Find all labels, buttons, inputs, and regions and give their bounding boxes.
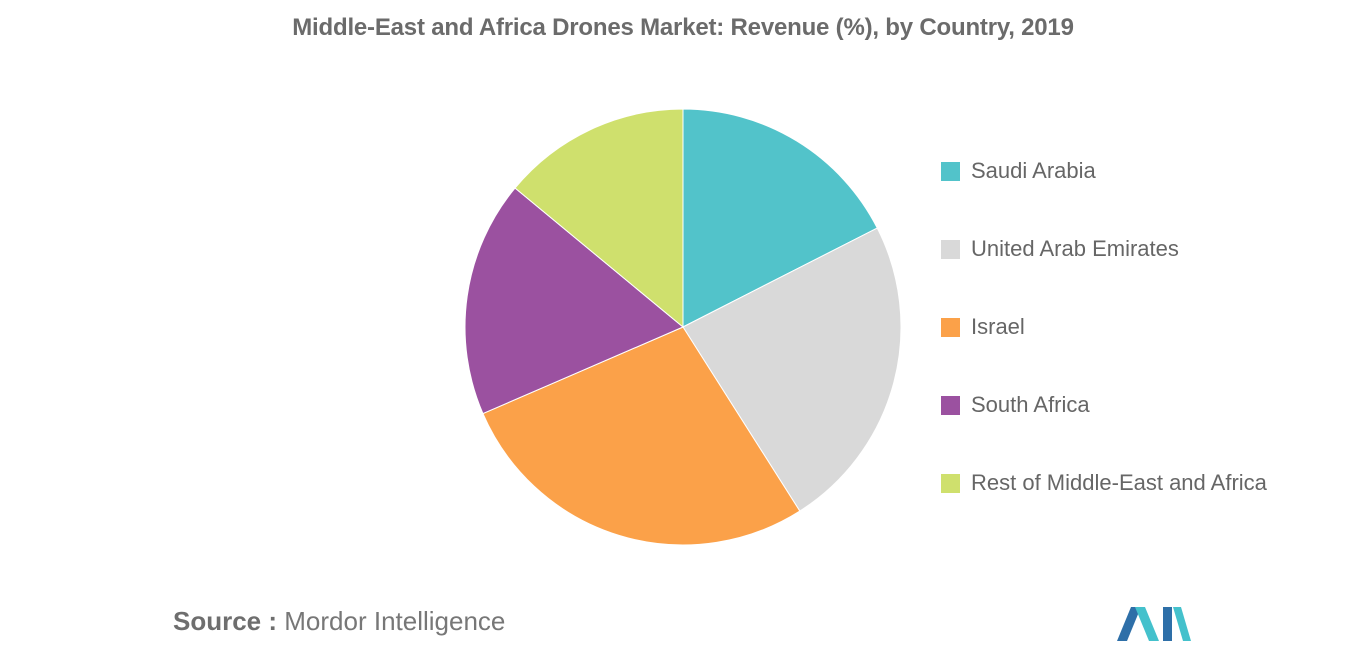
pie-slice-south-africa [464, 187, 684, 415]
pie-slice-saudi-arabia [682, 108, 878, 328]
logo-right-bar [1163, 607, 1172, 641]
chart-legend: Saudi Arabia United Arab Emirates Israel… [941, 155, 1267, 545]
legend-label: Rest of Middle-East and Africa [971, 470, 1267, 495]
legend-label: Saudi Arabia [971, 158, 1096, 183]
legend-swatch [941, 396, 960, 415]
legend-swatch [941, 474, 960, 493]
logo-middle-part [1135, 607, 1159, 641]
legend-swatch [941, 162, 960, 181]
pie-slice-united-arab-emirates [682, 227, 902, 512]
pie-slice-israel [482, 326, 801, 546]
source-value: Mordor Intelligence [284, 606, 506, 636]
mordor-intelligence-logo-icon [1117, 607, 1191, 641]
legend-label: United Arab Emirates [971, 236, 1179, 261]
chart-title: Middle-East and Africa Drones Market: Re… [292, 14, 1074, 41]
legend-swatch [941, 318, 960, 337]
legend-item-saudi-arabia: Saudi Arabia [941, 155, 1267, 233]
pie-slice-rest-of-middle-east-and-africa [514, 108, 684, 329]
legend-label: Israel [971, 314, 1025, 339]
logo-left-part [1117, 607, 1141, 641]
legend-item-united-arab-emirates: United Arab Emirates [941, 233, 1267, 311]
source-note: Source : Mordor Intelligence [173, 606, 505, 637]
legend-item-israel: Israel [941, 311, 1267, 389]
logo-right-diagonal [1173, 607, 1191, 641]
legend-item-south-africa: South Africa [941, 389, 1267, 467]
legend-label: South Africa [971, 392, 1090, 417]
legend-item-rest-of-middle-east-and-africa: Rest of Middle-East and Africa [941, 467, 1267, 545]
legend-swatch [941, 240, 960, 259]
source-key: Source : [173, 606, 278, 636]
